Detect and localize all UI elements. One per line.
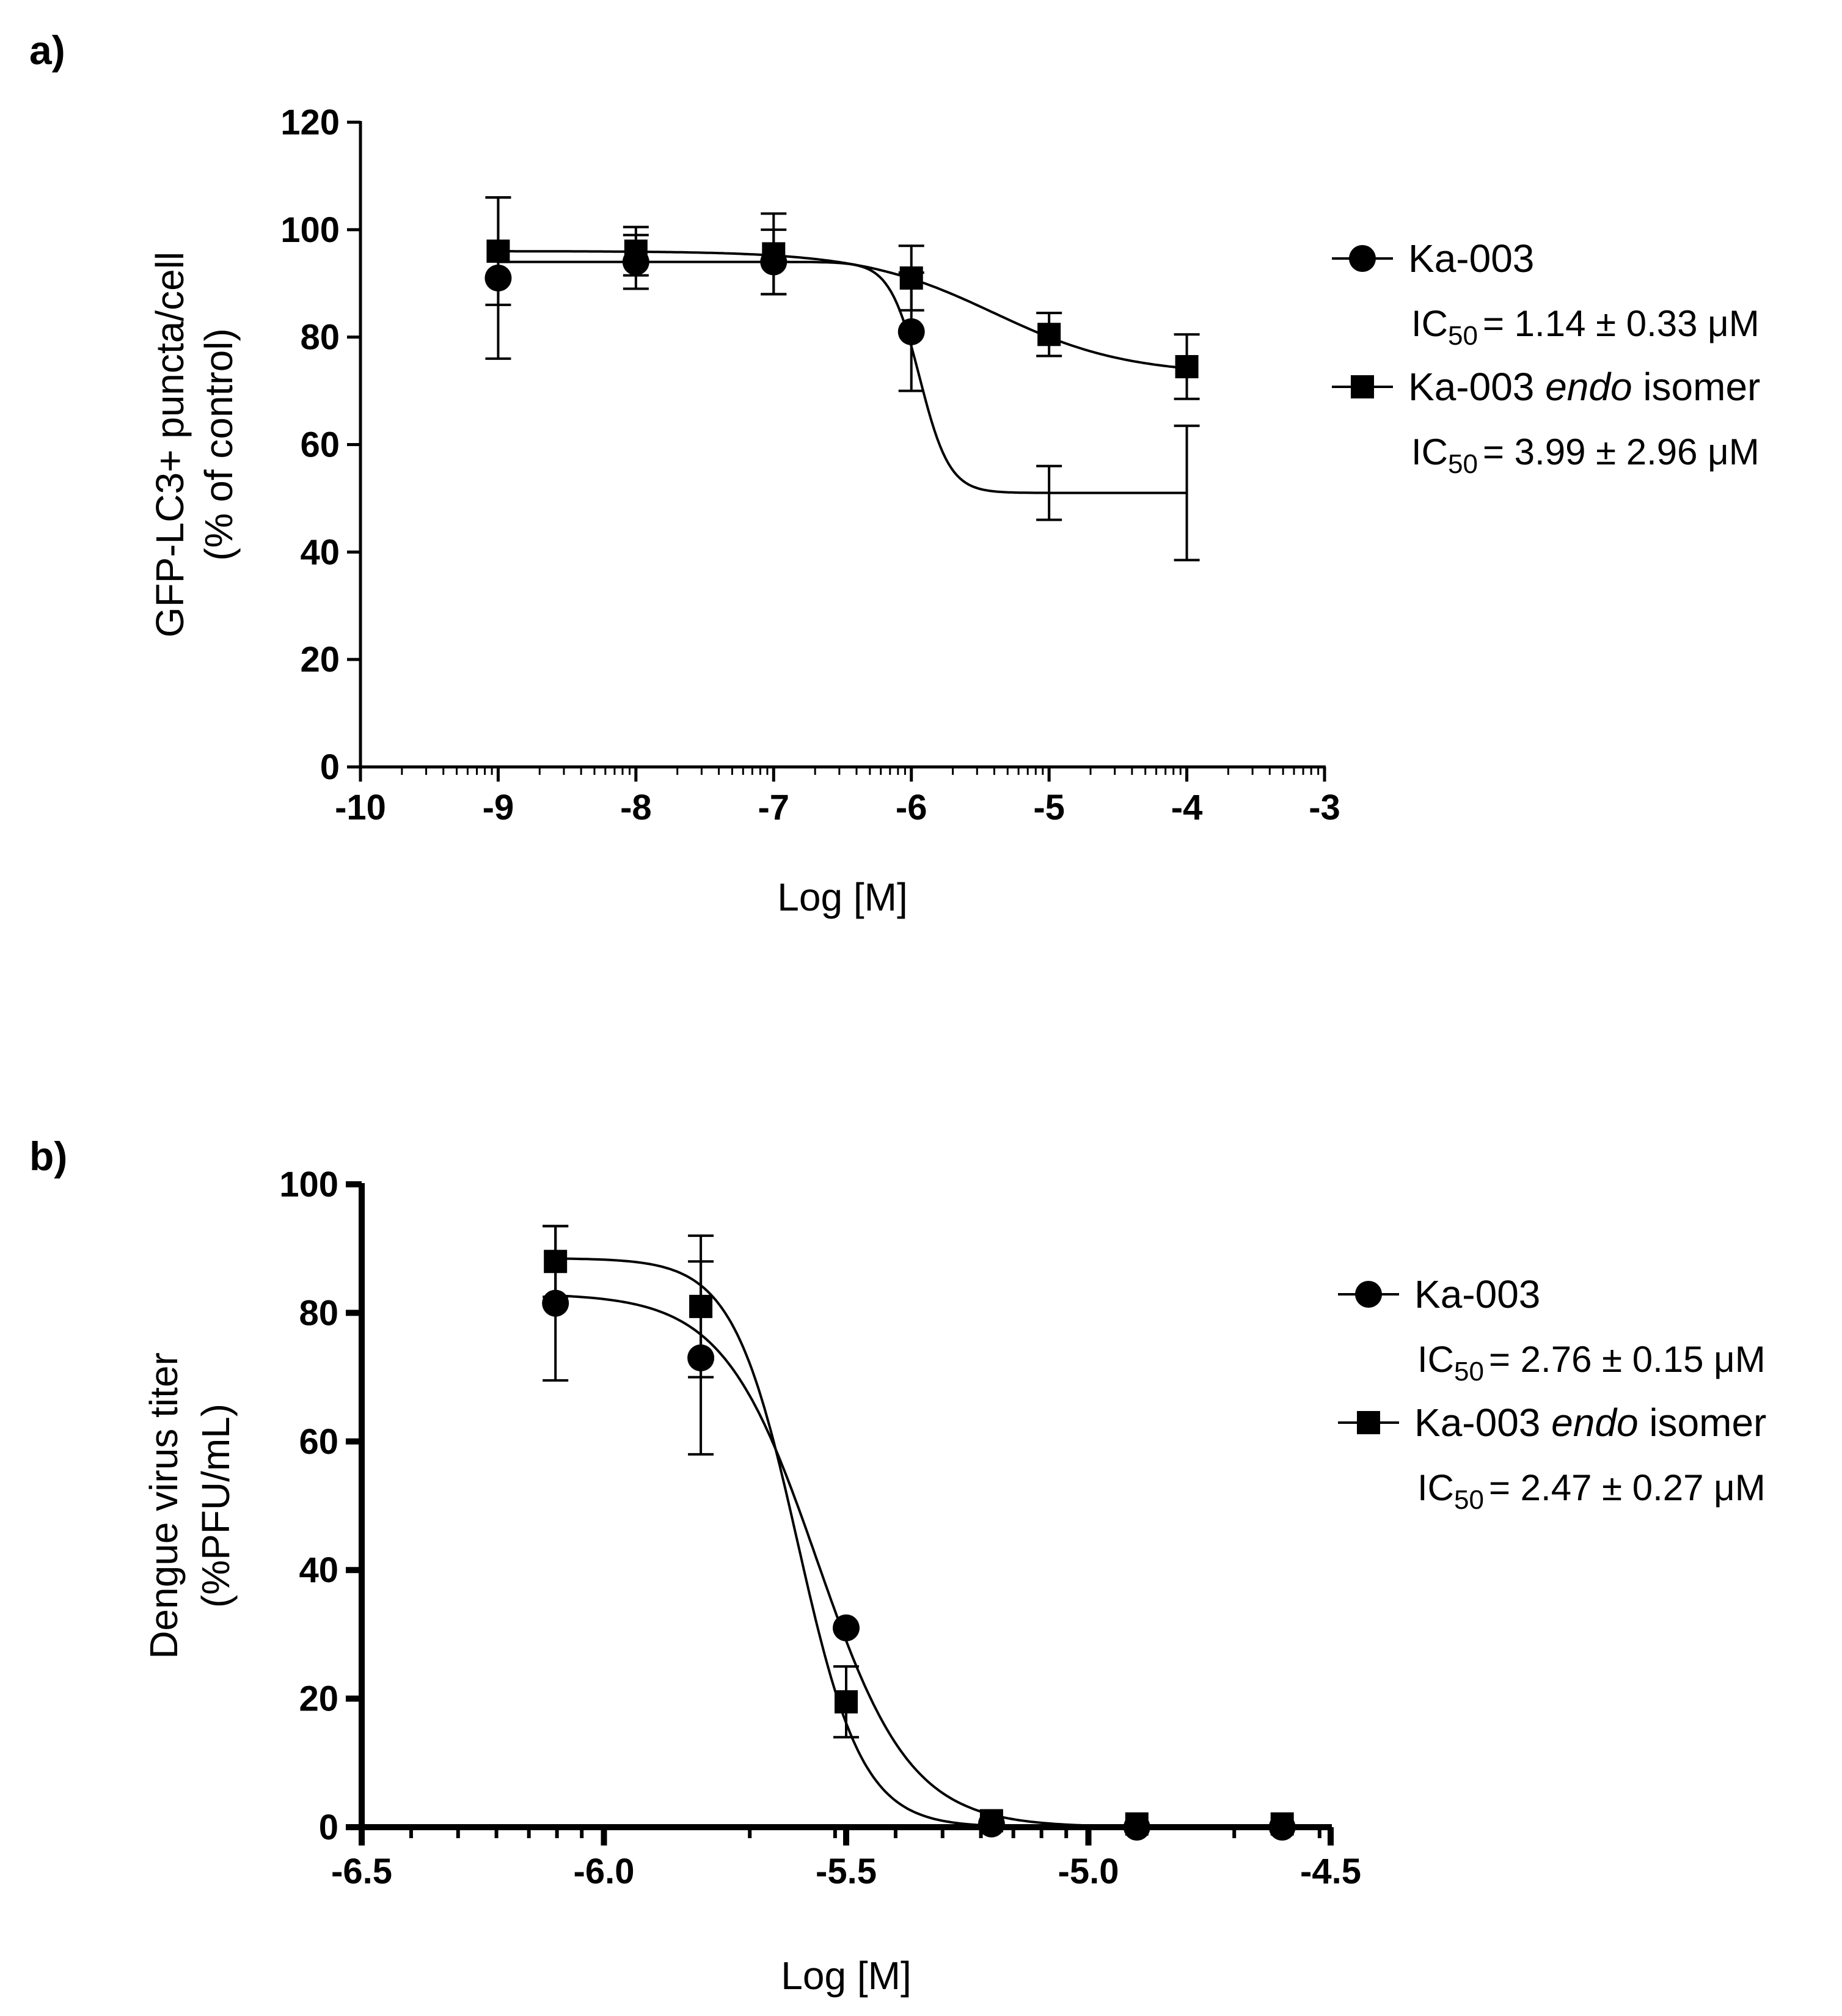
legend-label: Ka-003 endo isomer (1408, 365, 1760, 409)
legend-label-part: Ka-003 (1414, 1401, 1551, 1445)
fit-curve (498, 250, 1187, 370)
data-point-square (899, 266, 923, 290)
panel-label: b) (29, 1134, 67, 1179)
series-ka-003 (542, 1225, 1296, 1841)
series-ka-003-endo (543, 1225, 1294, 1836)
legend-label-part: endo (1545, 365, 1632, 409)
ic50-subscript: 50 (1448, 449, 1478, 479)
ic50-value: = 1.14 ± 0.33 μM (1483, 303, 1760, 344)
series-ka-003-endo (485, 196, 1200, 400)
ic50-prefix: IC (1411, 303, 1448, 344)
x-tick-label: -6.0 (574, 1852, 635, 1891)
data-point-square (835, 1690, 858, 1714)
ic50-annotation: IC50 = 3.99 ± 2.96 μM (1411, 431, 1760, 479)
data-point-square (1125, 1812, 1149, 1836)
x-tick-label: -4.5 (1300, 1852, 1361, 1891)
x-tick-label: -5.0 (1058, 1852, 1119, 1891)
data-point-square (624, 240, 648, 263)
ic50-prefix: IC (1411, 431, 1448, 472)
y-tick-label: 20 (300, 640, 340, 680)
data-point-circle (833, 1614, 860, 1641)
y-tick-label: 100 (279, 1165, 338, 1204)
ic50-prefix: IC (1417, 1467, 1454, 1508)
y-tick-label: 80 (299, 1293, 338, 1333)
x-tick-label: -6.5 (331, 1852, 392, 1891)
ic50-value: = 2.76 ± 0.15 μM (1489, 1339, 1766, 1380)
legend-marker-square (1357, 1411, 1380, 1434)
legend-label-part: isomer (1639, 1401, 1767, 1445)
x-axis-title: Log [M] (777, 875, 907, 919)
y-axis-title-line-2: (%PFU/mL) (194, 1404, 238, 1608)
data-point-square (486, 240, 510, 263)
legend-label: Ka-003 endo isomer (1414, 1401, 1766, 1445)
fit-curve (498, 260, 1187, 494)
legend-entry: Ka-003 endo isomer IC50 = 2.47 ± 0.27 μM (1338, 1401, 1766, 1515)
y-tick-label: 100 (280, 210, 340, 250)
legend-entry: Ka-003 IC50 = 2.76 ± 0.15 μM (1338, 1272, 1766, 1387)
ic50-value: = 2.47 ± 0.27 μM (1489, 1467, 1766, 1508)
y-tick-label: 60 (300, 425, 340, 465)
ic50-annotation: IC50 = 2.76 ± 0.15 μM (1417, 1339, 1766, 1387)
ic50-prefix: IC (1417, 1339, 1454, 1380)
legend-label-part: Ka-003 (1408, 365, 1545, 409)
y-axis-title-line-2: (% of control) (197, 328, 241, 561)
data-point-square (1037, 323, 1061, 346)
fit-curve (555, 1257, 1282, 1828)
x-tick-label: -5.5 (816, 1852, 877, 1891)
x-axis-title: Log [M] (781, 1954, 911, 1998)
y-tick-label: 120 (280, 103, 340, 142)
data-point-square (1175, 355, 1199, 379)
legend-label-part: endo (1551, 1401, 1638, 1445)
x-tick-label: -10 (335, 788, 386, 827)
legend-marker-circle (1349, 245, 1376, 272)
legend-entry: Ka-003 endo isomer IC50 = 3.99 ± 2.96 μM (1332, 365, 1760, 479)
data-point-square (979, 1809, 1003, 1833)
panel-label: a) (29, 27, 65, 73)
legend-label: Ka-003 (1414, 1272, 1540, 1316)
ic50-subscript: 50 (1454, 1485, 1484, 1515)
fit-curve (555, 1294, 1282, 1828)
ic50-annotation: IC50 = 1.14 ± 0.33 μM (1411, 303, 1760, 351)
y-tick-label: 40 (300, 532, 340, 572)
data-point-square (762, 242, 786, 266)
data-point-square (1270, 1812, 1294, 1836)
x-tick-label: -5 (1033, 788, 1065, 827)
y-axis-title-line-1: GFP-LC3+ puncta/cell (148, 252, 192, 637)
data-point-square (689, 1294, 713, 1318)
legend-label: Ka-003 (1408, 236, 1534, 280)
legend-marker-circle (1355, 1281, 1382, 1308)
chart-panel-a: a) 0 20 40 60 80 100 120 -10 -9 -8 -7 -6 -5 -4 -3 Log [M… (29, 27, 1760, 919)
data-point-circle (897, 318, 925, 345)
chart-panel-b: b) 0 20 40 60 80 100 -6.5 -6.0 -5.5 -5.0 -4.5 Log [M… (29, 1134, 1766, 1998)
y-tick-label: 40 (299, 1550, 338, 1590)
y-tick-label: 20 (299, 1679, 338, 1719)
x-tick-label: -7 (758, 788, 789, 827)
legend-entry: Ka-003 IC50 = 1.14 ± 0.33 μM (1332, 236, 1760, 351)
ic50-value: = 3.99 ± 2.96 μM (1483, 431, 1760, 472)
y-tick-label: 60 (299, 1422, 338, 1462)
y-tick-label: 0 (319, 1808, 338, 1847)
ic50-annotation: IC50 = 2.47 ± 0.27 μM (1417, 1467, 1766, 1515)
x-tick-label: -8 (620, 788, 652, 827)
x-tick-label: -3 (1309, 788, 1340, 827)
data-point-square (544, 1250, 568, 1274)
x-tick-label: -9 (483, 788, 514, 827)
legend-label-part: isomer (1632, 365, 1761, 409)
y-axis-title-line-1: Dengue virus titer (142, 1352, 186, 1659)
ic50-subscript: 50 (1448, 321, 1478, 351)
x-tick-label: -6 (896, 788, 927, 827)
x-tick-label: -4 (1171, 788, 1203, 827)
legend-marker-square (1351, 375, 1374, 398)
y-tick-label: 80 (300, 318, 340, 357)
ic50-subscript: 50 (1454, 1357, 1484, 1387)
y-tick-label: 0 (320, 747, 340, 787)
